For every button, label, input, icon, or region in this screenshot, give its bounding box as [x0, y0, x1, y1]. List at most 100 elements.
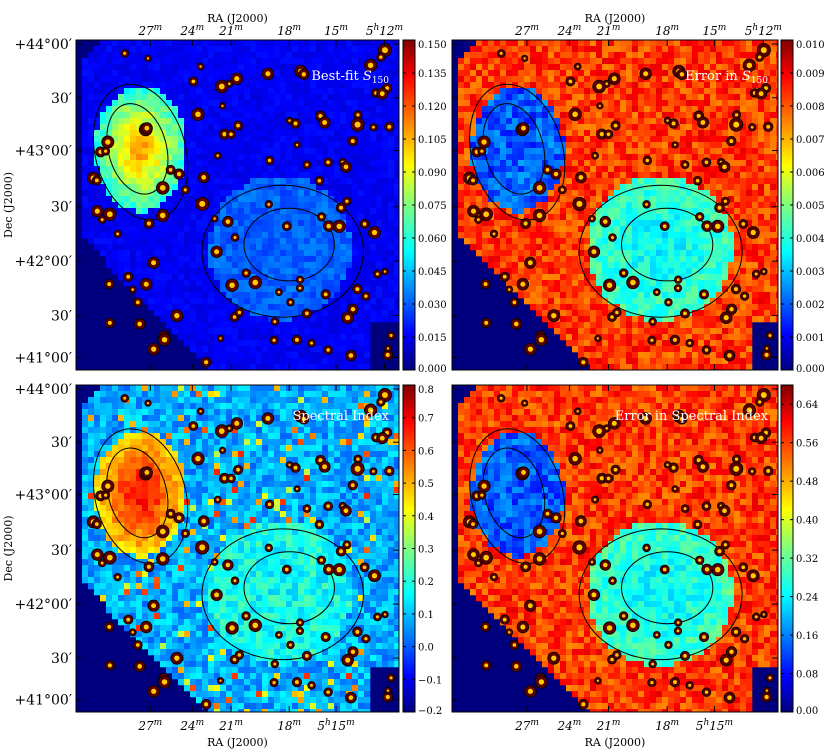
colorbar-tick-label: 0.0 [418, 643, 434, 654]
colorbar-tick-label: 0.000 [418, 364, 447, 375]
colorbar-tick-label: 0.1 [418, 610, 434, 621]
x-tick-label: 21m [218, 718, 243, 733]
y-tick-label: 30′ [51, 651, 72, 667]
panel-4: Error in Spectral Index 27m 24m 21m 18m 5h15m… [451, 384, 818, 749]
x-tick-label: 15m [324, 23, 348, 38]
colorbar-tick-label: 0.00 [796, 706, 818, 717]
colorbar: −0.2 −0.1 0.0 0.1 0.2 0.3 0.4 0.5 0.6 0.7 0.8 [402, 384, 442, 717]
colorbar-tick-label: 0.004 [796, 234, 825, 245]
x-axis-title: RA (J2000) [207, 736, 268, 749]
colorbar: 0.000 0.015 0.030 0.045 0.060 0.075 0.090 0.105… [402, 39, 447, 375]
x-axis-title: RA (J2000) [585, 12, 646, 25]
x-tick-label: 15m [703, 23, 727, 38]
x-tick-label: 24m [179, 718, 204, 733]
colorbar-tick-label: 0.003 [796, 267, 825, 278]
colorbar-tick-label: 0.7 [418, 414, 434, 425]
colorbar-tick-label: 0.000 [796, 364, 825, 375]
colorbar-tick-label: 0.090 [418, 168, 447, 179]
x-tick-label: 24m [179, 23, 204, 38]
colorbar-tick-label: 0.045 [418, 267, 447, 278]
x-axis-title: RA (J2000) [207, 12, 268, 25]
colorbar-tick-label: 0.105 [418, 135, 447, 146]
x-axis-title: RA (J2000) [585, 736, 646, 749]
y-tick-label: +42°00′ [14, 597, 72, 613]
y-tick-label: +43°00′ [14, 144, 72, 160]
x-tick-label: 18m [277, 718, 301, 733]
colorbar-tick-label: 0.001 [796, 333, 825, 344]
y-tick-label: +41°00′ [14, 693, 72, 709]
colorbar-tick-label: 0.08 [796, 670, 818, 681]
colorbar-tick-label: 0.002 [796, 300, 825, 311]
colorbar-tick-label: 0.2 [418, 577, 434, 588]
heatmap-image [452, 385, 778, 712]
panel-3: Spectral Index 27m 24m 21m 18m 5h15m RA (J2000… [2, 382, 442, 749]
x-tick-label: 18m [655, 23, 679, 38]
x-tick-label: 27m [137, 23, 162, 38]
colorbar-tick-label: 0.060 [418, 234, 447, 245]
x-tick-label: 5h15m [696, 718, 733, 733]
colorbar-tick-label: 0.009 [796, 69, 825, 80]
panel-title: Best-fit S150 [311, 69, 389, 86]
y-tick-label: +44°00′ [14, 382, 72, 398]
point-sources [463, 388, 775, 710]
colorbar-tick-label: 0.008 [796, 102, 825, 113]
heatmap-image [76, 385, 399, 712]
colorbar: 0.00 0.08 0.16 0.24 0.32 0.40 0.48 0.56 0.64 [780, 384, 818, 717]
x-tick-label: 24m [556, 718, 581, 733]
colorbar-tick-label: 0.56 [796, 439, 818, 450]
x-tick-label: 5h12m [745, 23, 782, 38]
axes-frame [451, 39, 779, 371]
colorbar-tick-label: 0.075 [418, 201, 447, 212]
panel-title: Error in Spectral Index [615, 409, 769, 424]
colorbar-tick-label: 0.030 [418, 300, 447, 311]
x-tick-label: 21m [218, 23, 243, 38]
x-tick-label: 18m [277, 23, 301, 38]
colorbar-tick-label: 0.4 [418, 512, 434, 523]
colorbar-tick-label: 0.150 [418, 40, 447, 51]
y-axis-title: Dec (J2000) [2, 172, 15, 238]
colorbar-tick-label: 0.007 [796, 135, 825, 146]
colorbar-tick-label: 0.135 [418, 69, 447, 80]
colorbar-tick-label: 0.120 [418, 102, 447, 113]
contours [92, 428, 364, 661]
y-tick-label: +43°00′ [14, 488, 72, 504]
y-axis-title: Dec (J2000) [2, 516, 15, 582]
point-sources [86, 43, 396, 368]
y-tick-label: 30′ [51, 91, 72, 107]
contours [469, 428, 743, 661]
axes-frame [451, 384, 779, 713]
y-tick-label: 30′ [51, 200, 72, 216]
x-tick-label: 27m [137, 718, 162, 733]
x-tick-label: 5h15m [317, 718, 354, 733]
x-tick-label: 27m [514, 23, 539, 38]
point-sources [463, 43, 775, 368]
colorbar-tick-label: 0.48 [796, 477, 818, 488]
axes-frame [75, 384, 400, 713]
colorbar-tick-label: 0.8 [418, 385, 434, 396]
y-tick-label: +41°00′ [14, 350, 72, 366]
panel-1: Best-fit S150 27m 24m 21m 18m 15m 5h12m RA (J20… [2, 12, 447, 375]
axes-frame [75, 39, 400, 371]
colorbar-tick-label: 0.24 [796, 593, 818, 604]
y-tick-label: 30′ [51, 543, 72, 559]
y-tick-label: 30′ [51, 435, 72, 451]
colorbar-tick-label: 0.6 [418, 446, 434, 457]
x-tick-label: 21m [596, 718, 621, 733]
y-tick-label: 30′ [51, 309, 72, 325]
x-tick-label: 5h12m [366, 23, 403, 38]
point-sources [86, 388, 396, 710]
colorbar-tick-label: −0.1 [418, 675, 442, 686]
panel-title: Error in S150 [685, 69, 768, 86]
colorbar-tick-label: −0.2 [418, 706, 442, 717]
colorbar-tick-label: 0.40 [796, 516, 818, 527]
y-tick-label: +44°00′ [14, 37, 72, 53]
colorbar-tick-label: 0.010 [796, 40, 825, 51]
x-tick-label: 21m [596, 23, 621, 38]
colorbar-tick-label: 0.32 [796, 554, 818, 565]
colorbar-tick-label: 0.16 [796, 631, 818, 642]
colorbar-tick-label: 0.64 [796, 400, 818, 411]
colorbar-scale [780, 384, 794, 713]
panel-2: Error in S150 27m 24m 21m 18m 15m 5h12m RA (J20… [451, 12, 825, 375]
heatmap-image [452, 40, 778, 370]
